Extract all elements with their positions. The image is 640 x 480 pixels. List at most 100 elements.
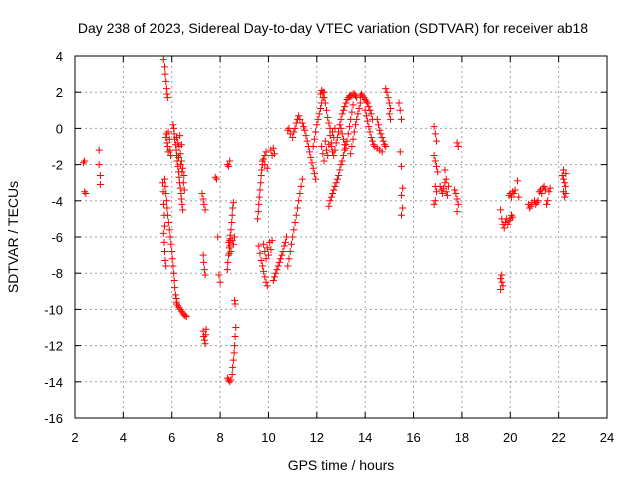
data-point [165,226,173,234]
data-point [229,204,237,212]
data-point [177,307,185,315]
data-point [269,276,277,284]
data-point [331,124,339,132]
data-point [162,130,170,138]
series-arc-21.3 [535,182,554,208]
data-point [293,204,301,212]
data-point [333,133,341,141]
data-point [256,249,264,257]
data-point [387,115,395,123]
series-cluster-17.3 [436,166,453,199]
data-point [500,224,508,232]
data-point [322,146,330,154]
x-tick-label: 22 [551,430,565,445]
series-arc-20.2 [505,177,523,201]
data-point [316,104,324,112]
data-point [562,190,570,198]
data-point [214,233,222,241]
data-point [161,70,169,78]
data-point [350,90,358,98]
data-point [302,132,310,140]
data-point [374,121,382,129]
data-point [356,99,364,107]
data-point [297,182,305,190]
data-point [178,200,186,208]
data-point [279,247,287,255]
data-point [226,157,234,165]
data-point [162,77,170,85]
data-point [262,148,270,156]
data-point [367,110,375,118]
data-points [79,56,570,386]
data-point [177,157,185,165]
series-arc-16.9-low [430,152,442,208]
data-point [262,255,270,263]
data-point [365,123,373,131]
chart-title: Day 238 of 2023, Sidereal Day-to-day VTE… [78,20,588,36]
data-point [291,124,299,132]
data-point [325,202,333,210]
data-point [454,143,462,150]
data-point [223,161,231,169]
data-point [362,112,370,120]
series-arc-5.6-up [159,56,171,102]
data-point [229,363,237,371]
data-point [163,143,171,150]
data-point [562,170,570,178]
data-point [318,143,326,150]
data-point [397,162,405,170]
x-tick-label: 24 [600,430,614,445]
data-point [331,182,339,190]
data-point [285,124,293,132]
data-point [399,184,407,192]
data-point [227,226,235,234]
x-tick-label: 12 [310,430,324,445]
data-point [307,153,315,161]
data-point [171,291,179,299]
data-point [358,90,366,98]
y-tick-label: 4 [56,49,63,64]
data-point [433,137,441,145]
y-tick-label: -12 [44,339,63,354]
x-tick-label: 14 [358,430,372,445]
data-point [198,190,206,198]
data-point [350,128,358,136]
data-point [229,240,237,248]
data-point [255,242,263,250]
data-point [201,206,209,214]
data-point [179,206,187,214]
data-point [345,123,353,131]
data-point [499,282,507,290]
data-point [275,258,283,266]
data-point [160,222,168,230]
data-point [332,179,340,187]
data-point [261,161,269,169]
data-point [349,135,357,143]
data-point [199,251,207,259]
data-point [227,376,235,384]
data-point [201,340,209,348]
data-point [546,184,554,192]
data-point [162,190,170,198]
data-point [289,133,297,141]
data-point [339,152,347,160]
data-point [264,251,272,259]
data-point [290,128,298,136]
series-arc-10.2-mid [267,144,278,160]
data-point [257,257,265,265]
data-point [166,146,174,154]
data-point [382,85,390,93]
data-point [260,267,268,275]
data-point [544,197,552,205]
data-point [441,166,449,174]
data-point [159,229,167,237]
data-point [298,119,306,127]
series-arc-7.3-mid [199,251,209,279]
data-point [228,211,236,219]
data-point [96,171,104,179]
data-point [200,336,208,344]
data-point [163,204,171,212]
data-point [336,121,344,129]
data-point [347,115,355,123]
data-point [337,161,345,169]
